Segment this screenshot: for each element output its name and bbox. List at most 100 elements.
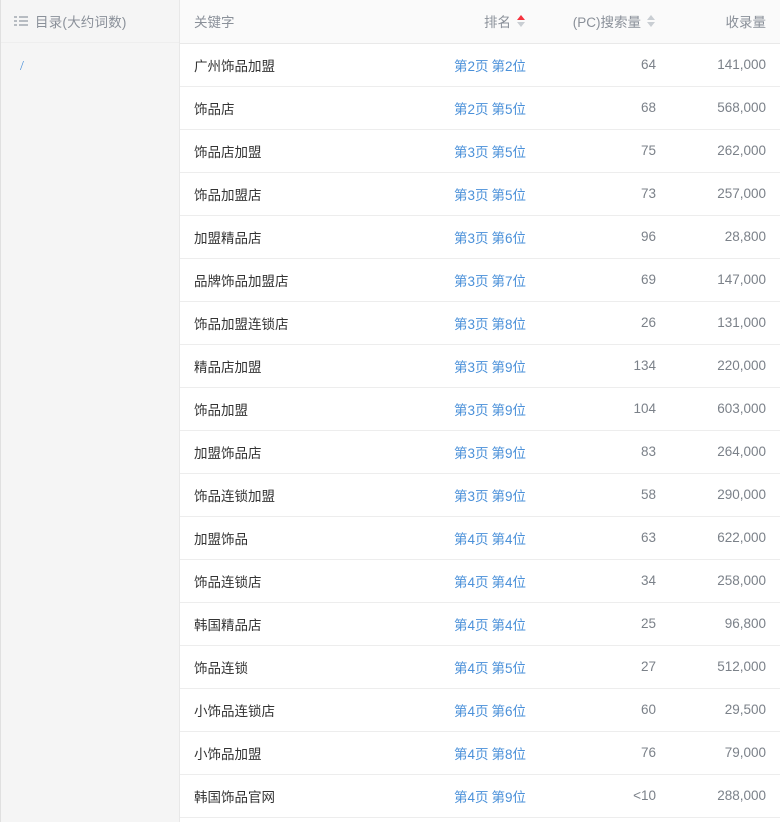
sort-descending-icon[interactable] [647,22,655,28]
table-row[interactable]: 饰品连锁店 第4页 第4位 34 258,000 [180,559,780,603]
cell-rank[interactable]: 第3页 第9位 [400,430,540,474]
cell-keyword: 品牌饰品加盟店 [180,258,400,302]
column-label-index-count: 收录量 [725,15,767,31]
rank-position: 第5位 [491,144,526,160]
rank-page: 第3页 [453,187,489,203]
cell-pc-search-volume: 68 [540,86,670,130]
cell-rank[interactable]: 第4页 第6位 [400,688,540,732]
cell-index-count: 262,000 [670,129,780,173]
rank-position: 第9位 [491,488,526,504]
table-row[interactable]: 饰品店 第2页 第5位 68 568,000 [180,86,780,130]
cell-index-count: 147,000 [670,258,780,302]
cell-index-count: 141,000 [670,43,780,87]
sorter-rank[interactable] [517,15,526,28]
rank-position: 第9位 [491,402,526,418]
cell-rank[interactable]: 第3页 第9位 [400,387,540,431]
rank-page: 第4页 [453,531,489,547]
cell-index-count: 220,000 [670,344,780,388]
table-row[interactable]: 韩国饰品官网 第4页 第9位 <10 288,000 [180,774,780,818]
directory-node-root[interactable]: / [20,59,24,74]
cell-index-count: 79,000 [670,731,780,775]
cell-rank[interactable]: 第2页 第2位 [400,43,540,87]
sort-ascending-icon[interactable] [517,15,525,21]
cell-rank[interactable]: 第3页 第5位 [400,172,540,216]
cell-rank[interactable]: 第3页 第9位 [400,344,540,388]
cell-rank[interactable]: 第2页 第5位 [400,86,540,130]
rank-page: 第3页 [453,144,489,160]
cell-keyword: 加盟精品店 [180,215,400,259]
cell-rank[interactable]: 第4页 第8位 [400,731,540,775]
keyword-table-container: 关键字 排名 (PC)搜 [180,0,780,822]
table-row[interactable]: 小饰品加盟 第4页 第8位 76 79,000 [180,731,780,775]
keyword-table-body: 广州饰品加盟 第2页 第2位 64 141,000 饰品店 第2页 第5位 68 568,000 饰… [180,43,780,818]
cell-rank[interactable]: 第3页 第5位 [400,129,540,173]
rank-page: 第4页 [453,746,489,762]
rank-page: 第4页 [453,574,489,590]
table-row[interactable]: 加盟饰品 第4页 第4位 63 622,000 [180,516,780,560]
cell-rank[interactable]: 第4页 第5位 [400,645,540,689]
cell-rank[interactable]: 第4页 第4位 [400,516,540,560]
cell-keyword: 饰品连锁店 [180,559,400,603]
cell-keyword: 广州饰品加盟 [180,43,400,87]
cell-index-count: 512,000 [670,645,780,689]
rank-page: 第3页 [453,273,489,289]
rank-position: 第6位 [491,230,526,246]
cell-pc-search-volume: <10 [540,774,670,818]
column-header-pc-search-volume[interactable]: (PC)搜索量 [540,0,670,44]
rank-position: 第2位 [491,58,526,74]
rank-page: 第4页 [453,703,489,719]
cell-index-count: 28,800 [670,215,780,259]
rank-page: 第4页 [453,660,489,676]
cell-rank[interactable]: 第4页 第4位 [400,559,540,603]
cell-rank[interactable]: 第4页 第9位 [400,774,540,818]
table-row[interactable]: 饰品店加盟 第3页 第5位 75 262,000 [180,129,780,173]
cell-index-count: 622,000 [670,516,780,560]
table-row[interactable]: 品牌饰品加盟店 第3页 第7位 69 147,000 [180,258,780,302]
cell-keyword: 饰品加盟 [180,387,400,431]
table-row[interactable]: 小饰品连锁店 第4页 第6位 60 29,500 [180,688,780,732]
cell-keyword: 加盟饰品 [180,516,400,560]
cell-index-count: 288,000 [670,774,780,818]
table-row[interactable]: 饰品加盟店 第3页 第5位 73 257,000 [180,172,780,216]
sorter-pc-search-volume[interactable] [647,15,656,28]
cell-pc-search-volume: 83 [540,430,670,474]
cell-keyword: 精品店加盟 [180,344,400,388]
cell-rank[interactable]: 第3页 第7位 [400,258,540,302]
table-row[interactable]: 饰品加盟 第3页 第9位 104 603,000 [180,387,780,431]
table-row[interactable]: 饰品连锁加盟 第3页 第9位 58 290,000 [180,473,780,517]
cell-pc-search-volume: 34 [540,559,670,603]
cell-rank[interactable]: 第4页 第4位 [400,602,540,646]
rank-position: 第8位 [491,316,526,332]
cell-rank[interactable]: 第3页 第9位 [400,473,540,517]
rank-position: 第8位 [491,746,526,762]
table-row[interactable]: 饰品加盟连锁店 第3页 第8位 26 131,000 [180,301,780,345]
cell-index-count: 96,800 [670,602,780,646]
column-header-index-count: 收录量 [670,0,780,44]
table-row[interactable]: 韩国精品店 第4页 第4位 25 96,800 [180,602,780,646]
directory-title: 目录(大约词数) [35,15,127,30]
keyword-table: 关键字 排名 (PC)搜 [180,0,780,818]
cell-keyword: 饰品店加盟 [180,129,400,173]
sort-ascending-icon[interactable] [647,15,655,21]
column-header-rank[interactable]: 排名 [400,0,540,44]
table-row[interactable]: 饰品连锁 第4页 第5位 27 512,000 [180,645,780,689]
cell-pc-search-volume: 69 [540,258,670,302]
table-row[interactable]: 广州饰品加盟 第2页 第2位 64 141,000 [180,43,780,87]
cell-pc-search-volume: 75 [540,129,670,173]
cell-keyword: 饰品加盟店 [180,172,400,216]
cell-keyword: 小饰品连锁店 [180,688,400,732]
cell-pc-search-volume: 58 [540,473,670,517]
table-header-row: 关键字 排名 (PC)搜 [180,0,780,44]
sort-descending-icon[interactable] [517,22,525,28]
cell-keyword: 饰品加盟连锁店 [180,301,400,345]
cell-index-count: 568,000 [670,86,780,130]
cell-rank[interactable]: 第3页 第8位 [400,301,540,345]
table-row[interactable]: 加盟饰品店 第3页 第9位 83 264,000 [180,430,780,474]
rank-page: 第3页 [453,445,489,461]
table-row[interactable]: 加盟精品店 第3页 第6位 96 28,800 [180,215,780,259]
cell-rank[interactable]: 第3页 第6位 [400,215,540,259]
rank-page: 第3页 [453,402,489,418]
table-row[interactable]: 精品店加盟 第3页 第9位 134 220,000 [180,344,780,388]
cell-pc-search-volume: 134 [540,344,670,388]
